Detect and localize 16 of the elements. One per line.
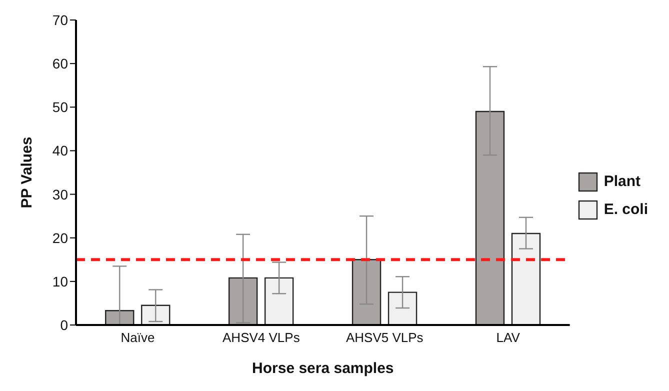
x-axis-title: Horse sera samples: [252, 360, 394, 377]
y-tick-label: 30: [52, 186, 68, 202]
x-tick-label: Naïve: [120, 330, 155, 346]
x-tick-label: AHSV5 VLPs: [346, 330, 424, 346]
y-tick-label: 20: [52, 230, 68, 246]
y-tick-label: 50: [52, 99, 68, 116]
x-tick-label: AHSV4 VLPs: [222, 330, 300, 346]
x-tick-label: LAV: [496, 330, 520, 346]
y-tick-label: 40: [52, 142, 68, 159]
legend-label: E. coli: [604, 201, 648, 218]
y-tick-label: 0: [60, 316, 68, 333]
y-axis-title: PP Values: [18, 136, 36, 208]
legend-label: Plant: [604, 173, 640, 190]
y-tick-label: 60: [52, 56, 68, 72]
y-tick-label: 10: [52, 273, 68, 290]
y-tick-label: 70: [52, 12, 68, 28]
